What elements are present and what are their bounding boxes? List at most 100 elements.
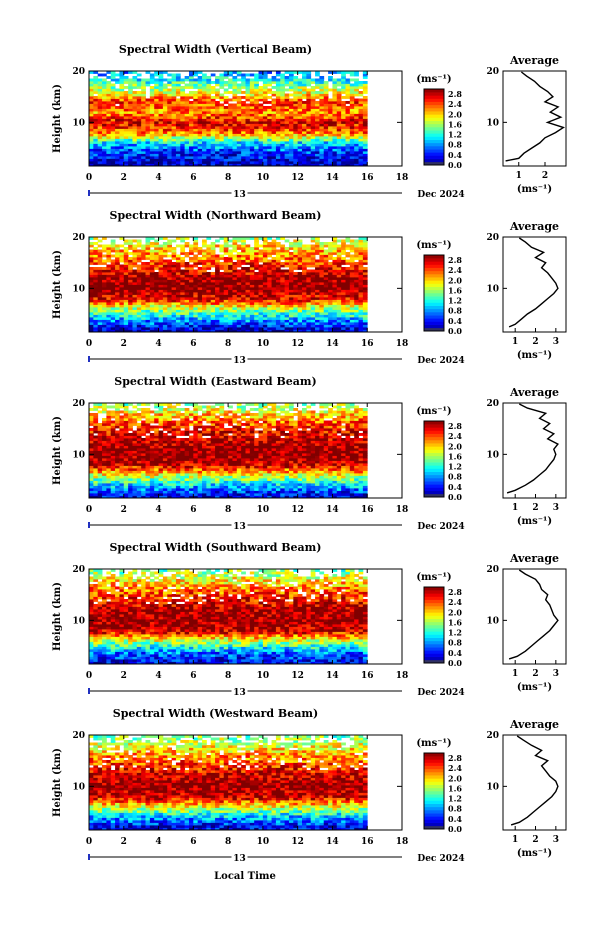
heatmap-cell — [358, 146, 364, 149]
heatmap-cell — [215, 156, 220, 159]
heatmap-cell — [306, 128, 312, 132]
heatmap-cell — [219, 156, 225, 159]
heatmap-cell — [315, 153, 320, 157]
heatmap-cell — [93, 143, 99, 147]
heatmap-cell — [180, 307, 186, 310]
heatmap-cell — [249, 123, 255, 127]
heatmap-cell — [358, 111, 364, 114]
heatmap-cell — [132, 319, 138, 323]
heatmap-cell — [180, 101, 186, 104]
heatmap-cell — [162, 302, 168, 305]
heatmap-cell — [188, 277, 194, 280]
heatmap-cell — [288, 76, 294, 79]
heatmap-cell — [180, 264, 186, 268]
heatmap-cell — [110, 289, 116, 293]
heatmap-cell — [93, 304, 99, 308]
heatmap-cell — [310, 78, 316, 82]
heatmap-cell — [297, 297, 303, 300]
heatmap-cell — [236, 118, 242, 122]
heatmap-cell — [136, 123, 142, 127]
heatmap-cell — [128, 329, 133, 333]
heatmap-cell — [297, 327, 303, 330]
heatmap-cell — [123, 279, 129, 283]
heatmap-cell — [323, 262, 329, 265]
heatmap-cell — [228, 141, 233, 144]
heatmap-cell — [362, 153, 368, 157]
heatmap-cell — [332, 279, 338, 283]
heatmap-cell — [145, 322, 151, 325]
heatmap-cell — [175, 148, 181, 152]
heatmap-cell — [223, 294, 229, 298]
heatmap-cell — [167, 302, 172, 305]
heatmap-cell — [171, 272, 177, 275]
heatmap-cell — [184, 284, 190, 288]
heatmap-cell — [358, 141, 364, 144]
heatmap-cell — [110, 272, 116, 275]
heatmap-cell — [210, 121, 216, 124]
heatmap-cell — [180, 163, 186, 167]
heatmap-cell — [154, 329, 159, 333]
heatmap-cell — [228, 252, 233, 255]
heatmap-cell — [93, 148, 99, 152]
heatmap-cell — [293, 86, 299, 89]
heatmap-cell — [110, 118, 116, 122]
heatmap-cell — [115, 259, 120, 263]
heatmap-cell — [102, 116, 107, 119]
heatmap-cell — [162, 106, 168, 109]
heatmap-cell — [128, 111, 133, 114]
heatmap-cell — [315, 279, 320, 283]
heatmap-cell — [245, 148, 251, 152]
heatmap-cell — [141, 138, 146, 142]
heatmap-cell — [336, 262, 342, 265]
heatmap-cell — [167, 118, 172, 122]
heatmap-cell — [132, 257, 138, 260]
heatmap-cell — [275, 153, 281, 157]
heatmap-cell — [132, 239, 138, 243]
heatmap-cell — [102, 483, 107, 486]
heatmap-cell — [162, 83, 168, 87]
heatmap-cell — [236, 98, 242, 102]
heatmap-cell — [319, 118, 325, 122]
heatmap-cell — [362, 96, 368, 99]
heatmap-cell — [262, 287, 268, 290]
heatmap-cell — [249, 312, 255, 315]
heatmap-cell — [175, 277, 181, 280]
heatmap-cell — [275, 284, 281, 288]
heatmap-cell — [206, 161, 212, 164]
heatmap-cell — [175, 88, 181, 92]
heatmap-cell — [306, 146, 312, 149]
heatmap-cell — [102, 277, 107, 280]
colorbar-step — [424, 155, 444, 159]
heatmap-cell — [236, 151, 242, 154]
heatmap-cell — [128, 317, 133, 320]
heatmap-cell — [171, 111, 177, 114]
heatmap-cell — [102, 403, 107, 406]
heatmap-cell — [89, 495, 94, 499]
heatmap-cell — [275, 282, 281, 285]
colorbar-tick-label: 1.2 — [448, 130, 462, 140]
heatmap-cell — [245, 282, 251, 285]
heatmap-cell — [362, 111, 368, 114]
heatmap-cell — [288, 257, 294, 260]
heatmap-cell — [102, 269, 107, 273]
heatmap-cell — [93, 141, 99, 144]
heatmap-cell — [345, 128, 351, 132]
heatmap-cell — [136, 312, 142, 315]
heatmap-cell — [119, 485, 125, 489]
heatmap-cell — [223, 163, 229, 167]
heatmap-cell — [123, 294, 129, 298]
heatmap-cell — [228, 304, 233, 308]
heatmap-cell — [162, 327, 168, 330]
heatmap-cell — [267, 299, 272, 303]
heatmap-cell — [219, 254, 225, 258]
heatmap-cell — [219, 299, 225, 303]
heatmap-cell — [128, 274, 133, 278]
heatmap-cell — [136, 287, 142, 290]
heatmap-cell — [197, 151, 203, 154]
heatmap-cell — [345, 324, 351, 328]
heatmap-cell — [280, 274, 286, 278]
heatmap-cell — [267, 307, 272, 310]
heatmap-cell — [275, 294, 281, 298]
heatmap-cell — [215, 88, 220, 92]
heatmap-cell — [223, 282, 229, 285]
